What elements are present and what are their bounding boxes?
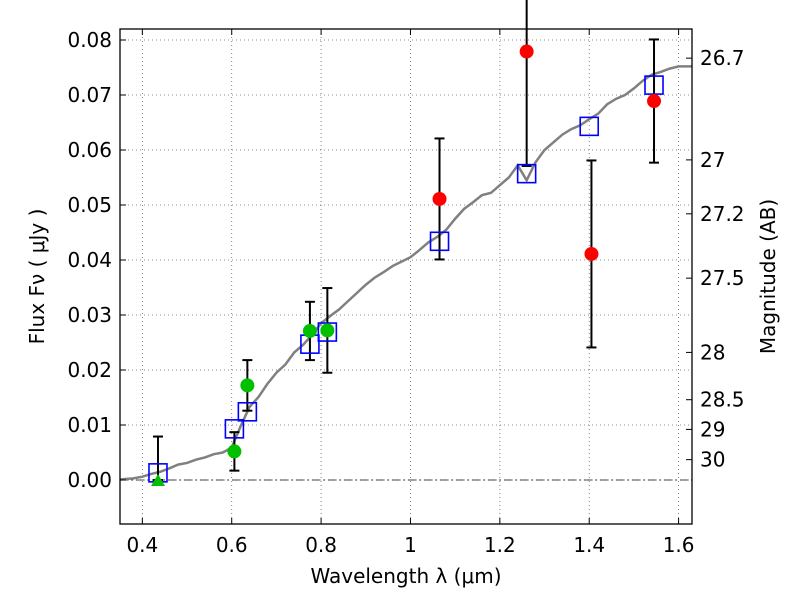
observed-point — [320, 323, 335, 338]
y-tick-label: 0.08 — [67, 28, 112, 52]
right-tick-label: 28 — [700, 340, 725, 364]
x-tick-label: 1 — [404, 533, 417, 557]
x-axis-title: Wavelength λ (μm) — [310, 564, 501, 588]
right-tick-label: 27.5 — [700, 266, 745, 290]
observed-point — [584, 246, 599, 261]
right-tick-label: 30 — [700, 448, 725, 472]
x-tick-label: 0.4 — [126, 533, 158, 557]
x-tick-label: 1.6 — [663, 533, 695, 557]
model-spectrum-line — [119, 65, 692, 481]
x-tick-label: 0.6 — [216, 533, 248, 557]
axis-ticks — [120, 29, 692, 524]
right-tick-label: 26.7 — [700, 46, 745, 70]
observed-point — [519, 44, 534, 59]
model-square-point — [429, 231, 450, 252]
right-tick-label: 28.5 — [700, 388, 745, 412]
y-tick-label: 0.00 — [67, 468, 112, 492]
x-tick-label: 0.8 — [305, 533, 337, 557]
grid — [120, 29, 692, 524]
observed-point — [240, 378, 255, 393]
model-square-point — [317, 322, 338, 342]
y-tick-label: 0.03 — [67, 303, 112, 327]
model-square-point — [516, 163, 537, 184]
right-tick-label: 27 — [700, 148, 725, 172]
y-tick-label: 0.06 — [67, 138, 112, 162]
plot-frame — [119, 28, 693, 525]
error-bars — [152, 0, 660, 481]
y-tick-label: 0.05 — [67, 193, 112, 217]
data-markers — [148, 44, 664, 486]
y-tick-label: 0.01 — [67, 413, 112, 437]
tick-labels: 0.4 0.6 0.8 1 1.2 1.4 1.6 0.00 0.01 0.02 0.03 0.04 0… — [67, 28, 744, 557]
right-tick-label: 27.2 — [700, 202, 745, 226]
right-tick-label: 29 — [700, 417, 725, 441]
x-tick-label: 1.4 — [573, 533, 605, 557]
observed-point — [647, 94, 662, 109]
observed-point — [302, 323, 317, 338]
observed-point — [432, 191, 447, 206]
y-tick-label: 0.07 — [67, 83, 112, 107]
model-square-point — [237, 401, 258, 422]
model-square-point — [224, 419, 245, 439]
x-tick-label: 1.2 — [484, 533, 516, 557]
right-axis-title: Magnitude (AB) — [756, 199, 780, 354]
observed-point — [227, 444, 242, 459]
y-tick-label: 0.04 — [67, 248, 112, 272]
y-axis-title: Flux Fν ( μJy ) — [25, 209, 49, 345]
y-tick-label: 0.02 — [67, 358, 112, 382]
model-square-point — [579, 116, 600, 137]
upper-limit-triangle — [150, 474, 165, 486]
